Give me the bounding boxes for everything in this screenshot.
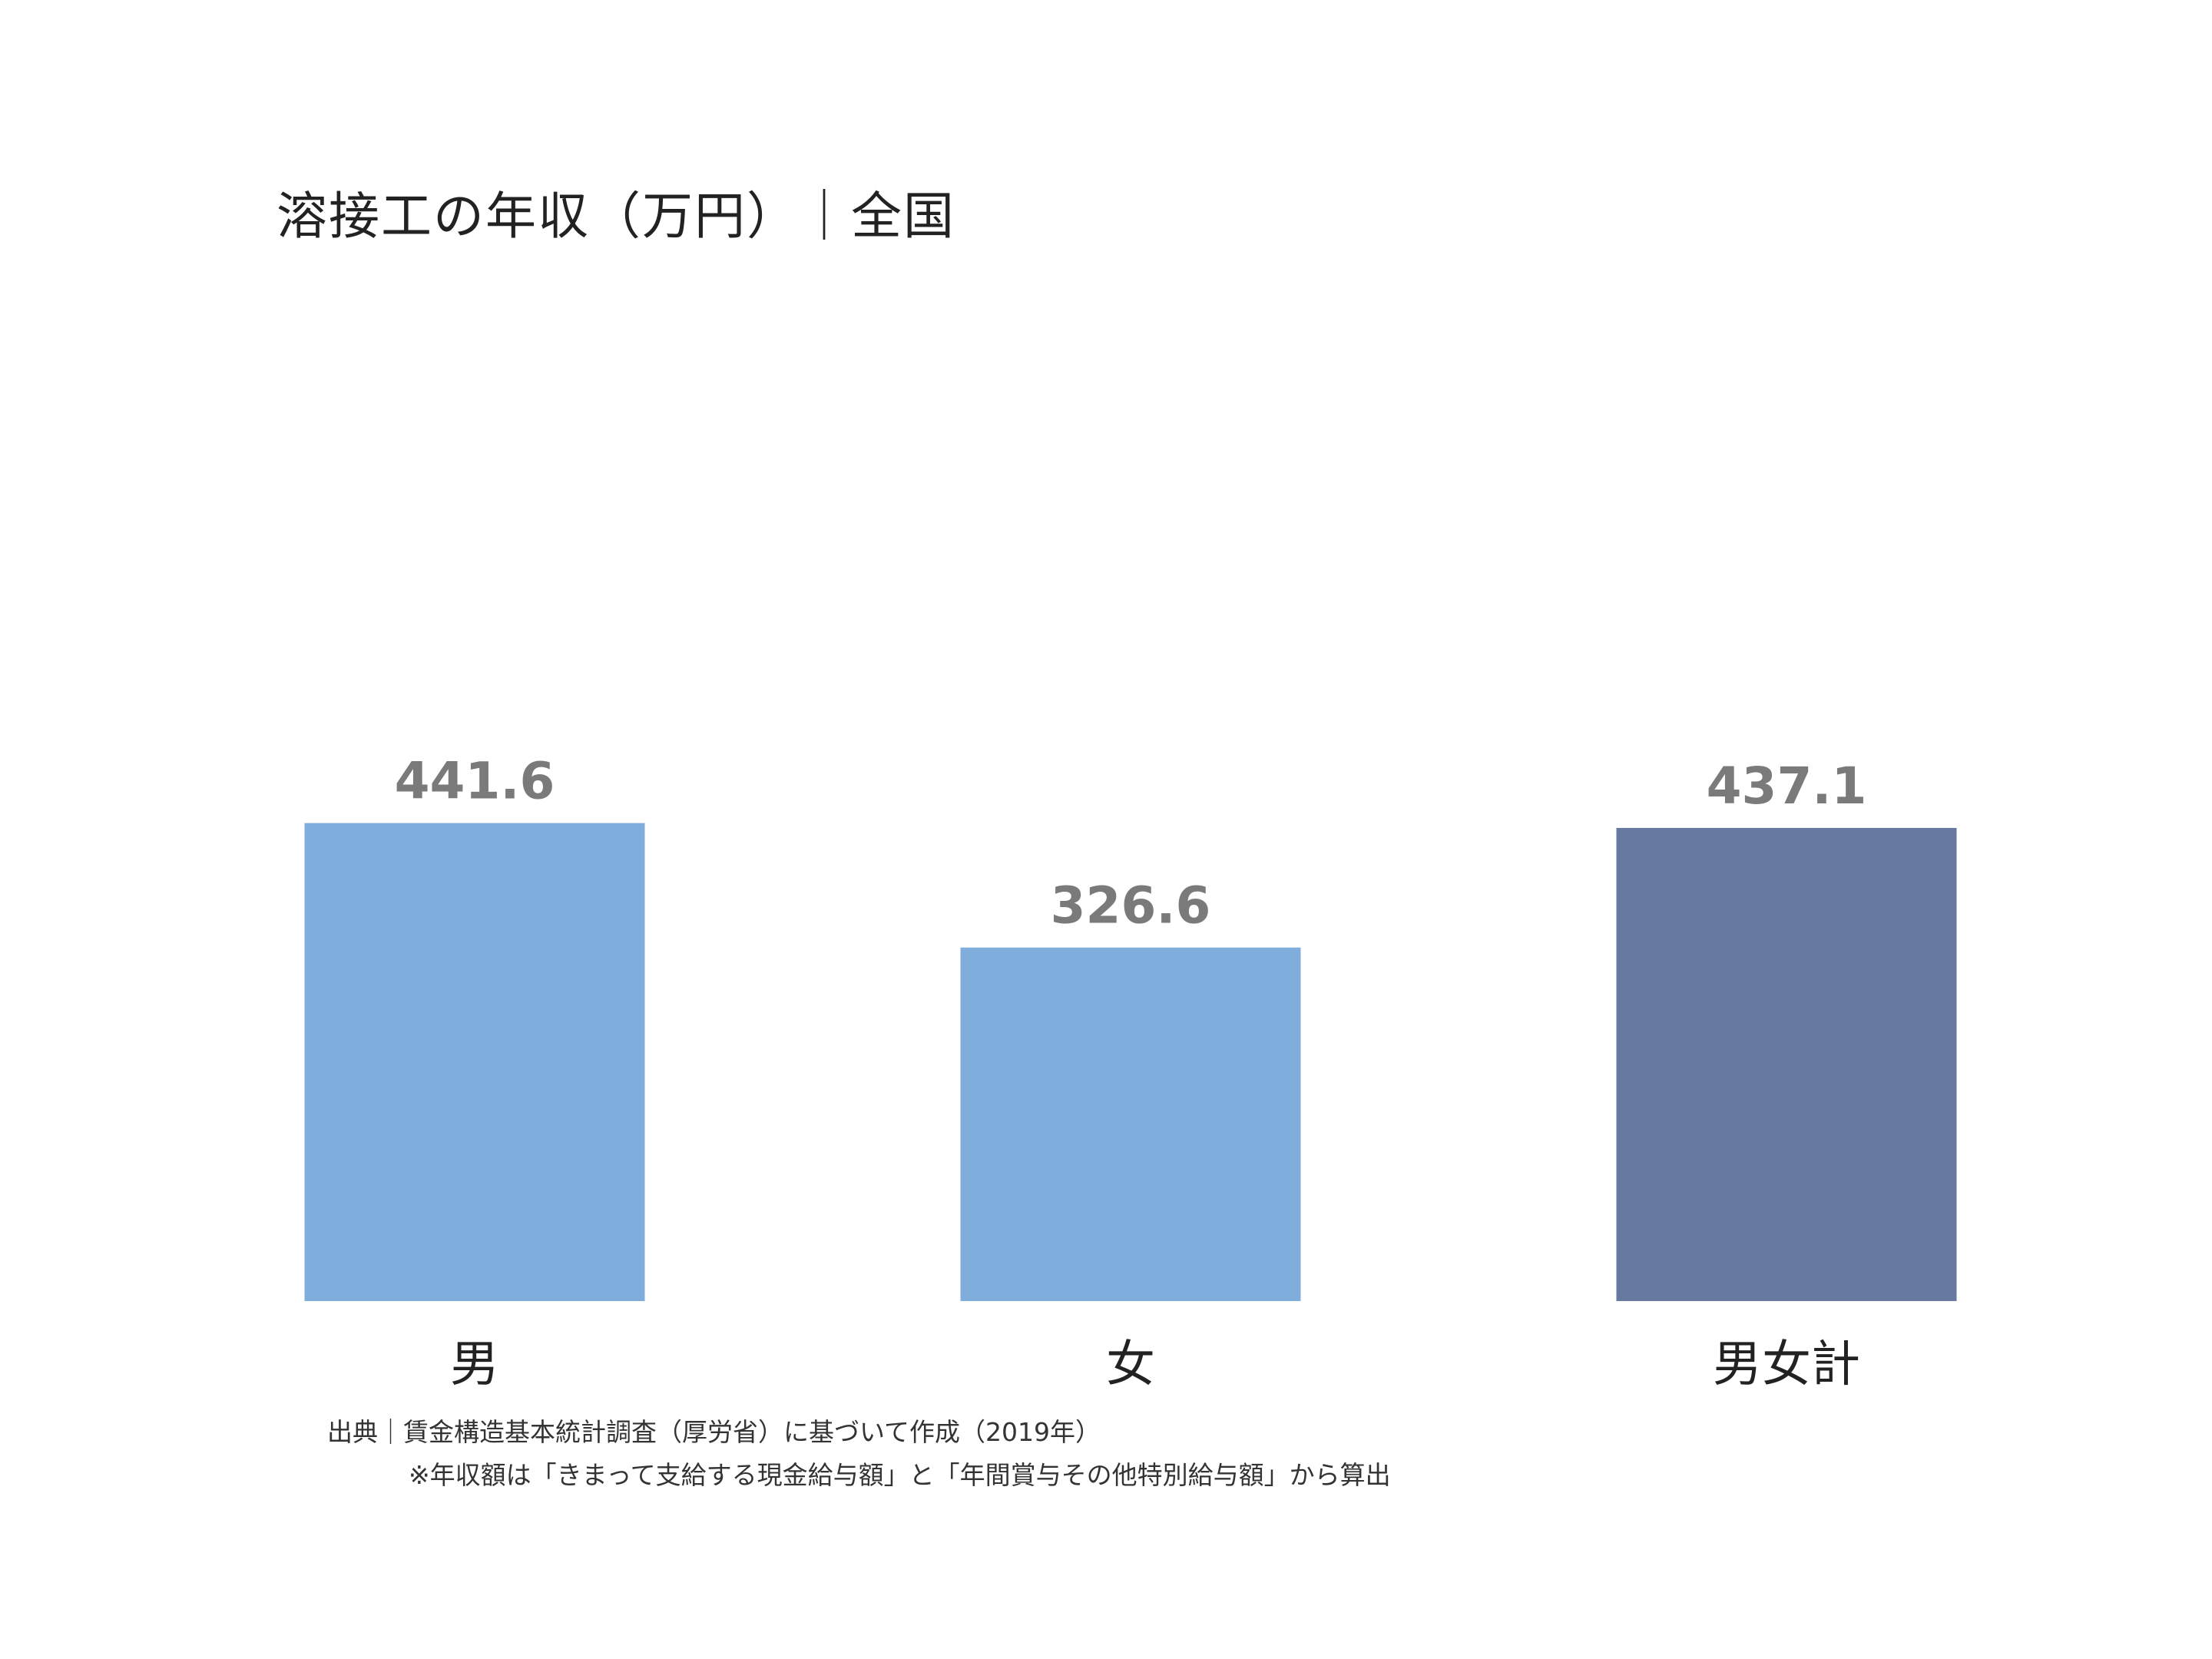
method-note: ※年収額は「きまって支給する現金給与額」と「年間賞与その他特別給与額」から算出	[409, 1460, 1391, 1490]
category-label-1: 男	[450, 1336, 499, 1393]
bar-3	[1616, 827, 1957, 1301]
bar-1	[304, 823, 645, 1301]
category-label-3: 男女計	[1713, 1336, 1860, 1393]
value-label-1: 441.6	[395, 752, 555, 811]
bar-2	[960, 947, 1301, 1301]
source-note: 出典｜賃金構造基本統計調査（厚労省）に基づいて作成（2019年）	[327, 1417, 1101, 1447]
value-label-2: 326.6	[1051, 876, 1211, 935]
bars-layer: 441.6 男 326.6 女 437.1 男女計	[304, 752, 1957, 1393]
category-label-2: 女	[1106, 1336, 1155, 1393]
chart-title: 溶接工の年収（万円）｜全国	[276, 187, 955, 246]
value-label-3: 437.1	[1707, 757, 1867, 816]
